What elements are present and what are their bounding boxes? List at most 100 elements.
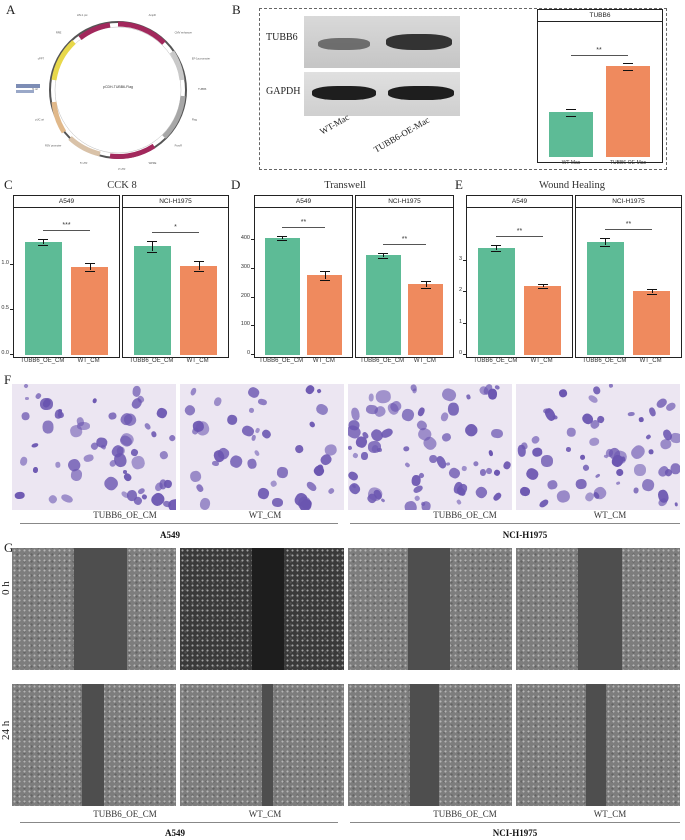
cck8-title: CCK 8 bbox=[107, 180, 137, 191]
wound-ytick-0: 0 bbox=[458, 350, 462, 356]
chart-cck8: A549 *** 0.0 0.5 1.0 TUBB6_OE_CM WT_CM NCI-H197… bbox=[0, 192, 230, 370]
wound-gap-0-3 bbox=[578, 548, 623, 670]
bchart-err-1 bbox=[623, 62, 633, 72]
wound-bar-0-1 bbox=[523, 285, 562, 355]
plasmid-feature-11: pUC ori bbox=[35, 118, 44, 122]
transwell-bar-0-0 bbox=[264, 237, 300, 355]
bchart-xlabel-1: TUBB6-OE-Mac bbox=[609, 160, 647, 166]
f-group-2: WT_CM bbox=[248, 510, 282, 520]
cck8-ytick-0: 0.0 bbox=[1, 350, 9, 356]
bchart-bar-1 bbox=[606, 65, 650, 157]
plasmid-feature-6: PuroR bbox=[175, 144, 182, 148]
plasmid-feature-labels: SV40 ori AmpR CMV enhancer EF-1a promoter TU… bbox=[32, 10, 210, 170]
cck8-facet-1: NCI-H1975 * bbox=[122, 195, 229, 358]
transwell-xlabel-1-1: WT_CM bbox=[413, 358, 436, 364]
cck8-bar-0-0 bbox=[24, 241, 63, 355]
blot-tubb6 bbox=[304, 16, 460, 68]
bchart-err-0 bbox=[566, 108, 576, 118]
transwell-bar-0-1 bbox=[307, 275, 343, 355]
plasmid-feature-13: cPPT bbox=[38, 56, 45, 60]
panel-b-frame bbox=[259, 8, 667, 170]
transwell-sigline-1 bbox=[383, 243, 426, 245]
plasmid-feature-10: RSV promoter bbox=[45, 144, 62, 148]
plasmid-title: pCDH-TUBB6-Flag bbox=[103, 85, 133, 89]
wound-title: Wound Healing bbox=[539, 180, 605, 191]
wound-xlabel-1-0: TUBB6_OE_CM bbox=[582, 358, 627, 364]
wound-gap-1-3 bbox=[586, 684, 607, 806]
transwell-xlabel-1-0: TUBB6_OE_CM bbox=[360, 358, 405, 364]
bchart-bar-0 bbox=[549, 111, 593, 157]
wound-xlabel-0-1: WT_CM bbox=[530, 358, 553, 364]
panel-label-a: A bbox=[6, 2, 16, 17]
transwell-ytick-2: 200 bbox=[240, 292, 250, 299]
transwell-image-3 bbox=[516, 384, 680, 510]
wound-image-1-0 bbox=[12, 684, 176, 806]
wound-gap-0-0 bbox=[74, 548, 127, 670]
cck8-bar-0-1 bbox=[70, 266, 109, 355]
cck8-bar-1-0 bbox=[133, 246, 172, 355]
wound-sigline-1 bbox=[605, 229, 652, 231]
chart-wound: A549 ** 0 1 2 3 TUBB6_OE_CM WT_CM NCI-H1975 ** TUB… bbox=[452, 192, 685, 370]
f-group-3: TUBB6_OE_CM bbox=[433, 510, 497, 520]
transwell-xlabel-0-1: WT_CM bbox=[312, 358, 335, 364]
panel-label-f: F bbox=[4, 372, 12, 387]
transwell-bar-1-1 bbox=[408, 283, 444, 355]
cck8-sig-1: * bbox=[174, 223, 177, 231]
cck8-xlabel-1-1: WT_CM bbox=[186, 358, 209, 364]
wound-xlabel-0-0: TUBB6_OE_CM bbox=[473, 358, 518, 364]
wound-facet-0: A549 ** bbox=[466, 195, 573, 358]
g-cell-a549: A549 bbox=[165, 828, 185, 838]
plasmid-feature-1: AmpR bbox=[149, 13, 156, 17]
wound-gap-1-2 bbox=[410, 684, 439, 806]
cck8-ytick-2: 1.0 bbox=[1, 260, 9, 266]
f-group-4: WT_CM bbox=[593, 510, 627, 520]
cck8-bar-1-1 bbox=[179, 265, 218, 355]
wound-sigline-0 bbox=[496, 236, 543, 238]
transwell-ytick-0: 0 bbox=[246, 350, 250, 356]
plasmid-feature-0: SV40 ori bbox=[118, 10, 128, 11]
cck8-ytick-1: 0.5 bbox=[1, 305, 9, 311]
wound-sig-0: ** bbox=[516, 228, 523, 236]
f-cell-h1975: NCI-H1975 bbox=[502, 530, 548, 540]
transwell-ytick-3: 300 bbox=[240, 264, 250, 271]
wound-ytick-2: 2 bbox=[458, 287, 462, 293]
transwell-sigline-0 bbox=[282, 226, 325, 228]
f-cell-a549: A549 bbox=[160, 530, 180, 540]
plasmid-feature-14: RRE bbox=[56, 30, 62, 34]
row-0h: 0 h bbox=[0, 581, 12, 595]
wound-gap-0-2 bbox=[408, 548, 450, 670]
wound-bar-1-1 bbox=[632, 291, 671, 355]
transwell-images bbox=[12, 384, 684, 512]
plasmid-feature-9: 5' LTR bbox=[80, 161, 87, 165]
transwell-bar-1-0 bbox=[365, 254, 401, 355]
transwell-facet-1: NCI-H1975 ** bbox=[355, 195, 454, 358]
cck8-strip-0: A549 bbox=[13, 195, 120, 208]
g-group-2: WT_CM bbox=[248, 809, 282, 819]
g-group-1: TUBB6_OE_CM bbox=[93, 809, 157, 819]
wound-gap-0-1 bbox=[252, 548, 285, 670]
cck8-sig-0: *** bbox=[62, 221, 71, 229]
wound-image-0-2 bbox=[348, 548, 512, 670]
transwell-ytick-1: 100 bbox=[240, 321, 250, 328]
transwell-ytick-4: 400 bbox=[240, 235, 250, 242]
plasmid-feature-4: TUBB6 bbox=[198, 87, 207, 91]
blot-label-gapdh: GAPDH bbox=[266, 86, 301, 97]
plasmid-feature-7: WPRE bbox=[149, 161, 157, 165]
wound-image-1-2 bbox=[348, 684, 512, 806]
transwell-xlabel-0-0: TUBB6_OE_CM bbox=[259, 358, 304, 364]
plasmid-map: pCDH-TUBB6-Flag SV40 ori AmpR CMV enhancer… bbox=[16, 10, 210, 170]
f-group-1: TUBB6_OE_CM bbox=[93, 510, 157, 520]
transwell-image-1 bbox=[180, 384, 344, 510]
bchart-sigline bbox=[571, 55, 628, 57]
cck8-xlabel-0-0: TUBB6_OE_CM bbox=[20, 358, 65, 364]
g-cell-h1975: NCI-H1975 bbox=[492, 828, 538, 838]
wound-facet-1: NCI-H1975 ** bbox=[575, 195, 682, 358]
transwell-strip-0: A549 bbox=[254, 195, 353, 208]
cck8-sigline-0 bbox=[43, 229, 90, 231]
plasmid-feature-12: f1 ori bbox=[32, 87, 38, 91]
wound-gap-1-1 bbox=[262, 684, 273, 806]
g-group-3: TUBB6_OE_CM bbox=[433, 809, 497, 819]
wound-sig-1: ** bbox=[625, 221, 632, 229]
g-group-4: WT_CM bbox=[593, 809, 627, 819]
cck8-xlabel-0-1: WT_CM bbox=[77, 358, 100, 364]
